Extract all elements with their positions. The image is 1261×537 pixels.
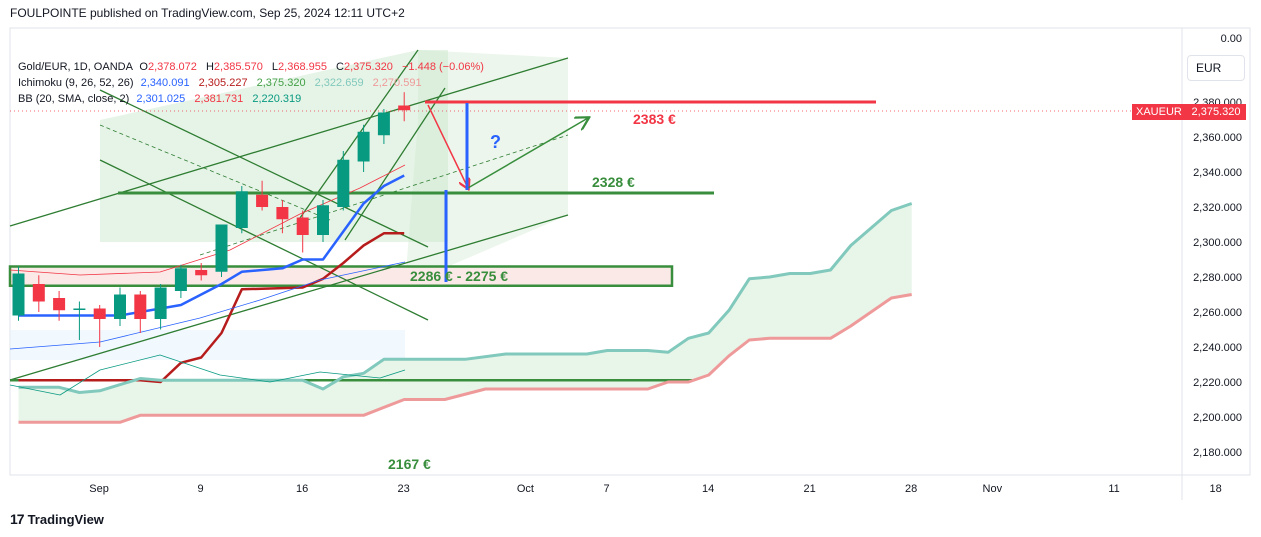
bb-label[interactable]: BB (20, SMA, close, 2) [18,93,130,105]
dashed-trend-2 [199,134,569,256]
candle-body [73,308,86,310]
lagging-value: 2,375.320 [256,77,306,89]
ichimoku-cloud [18,203,912,423]
steep-channel-right [344,87,446,241]
span-a-value: 2,322.659 [314,77,364,89]
y-tick-label: 2,280.000 [1193,272,1242,284]
channel-lower-line [9,214,569,381]
ichimoku-label[interactable]: Ichimoku (9, 26, 52, 26) [18,77,134,89]
annotation-text: 2286 € - 2275 € [410,268,508,284]
x-tick-label: 14 [702,483,714,495]
candle-body [93,308,106,319]
candle-body [317,205,329,235]
high-key: H [205,61,214,73]
bb-upper-value: 2,381.731 [194,93,244,105]
symbol-label[interactable]: Gold/EUR, 1D, OANDA [18,61,133,73]
candle-body [32,284,45,302]
annotation-text: ? [490,132,501,152]
candle-body [398,105,411,111]
legend-ichimoku-row: Ichimoku (9, 26, 52, 26) 2,340.091 2,305… [18,75,490,91]
series-line-span-b [18,293,912,424]
candle-body [154,287,167,319]
series-line-tenkan [18,174,405,317]
x-tick-label: 16 [296,483,308,495]
lower-zone-fill [10,330,405,360]
bb-basis-value: 2,301.025 [136,93,186,105]
candle-body [215,224,228,272]
close-value: 2,375.320 [343,61,393,73]
candle-body [195,270,208,276]
legend-bb-row: BB (20, SMA, close, 2) 2,301.025 2,381.7… [18,91,490,107]
tenkan-value: 2,340.091 [140,77,190,89]
candle-body [114,294,126,319]
x-tick-label: 28 [905,483,917,495]
open-value: 2,378.072 [147,61,197,73]
y-tick-label: 2,340.000 [1193,167,1242,179]
y-tick-label: 2,220.000 [1193,377,1242,389]
channel-upper-line [9,57,569,227]
x-tick-label: Oct [517,483,534,495]
candle-body [235,191,248,228]
y-tick-label: 2,360.000 [1193,132,1242,144]
candle-body [256,194,269,207]
bb-basis-line [9,261,406,350]
candle-body [357,131,370,162]
close-key: C [336,61,344,73]
publish-header: FOULPOINTE published on TradingView.com,… [10,6,405,20]
series-line-kijun [18,232,405,384]
bb-lower-value: 2,220.319 [252,93,302,105]
span-b-value: 2,270.591 [372,77,422,89]
currency-button[interactable]: EUR [1187,55,1245,81]
descending-line-lower [99,159,429,321]
tradingview-logo-icon: 17 [10,511,25,527]
x-tick-label: 11 [1108,483,1119,495]
candle-body [12,273,25,316]
y-tick-label: 2,240.000 [1193,342,1242,354]
change-value: −1.448 (−0.06%) [401,61,484,73]
y-tick-label: 2,260.000 [1193,307,1242,319]
candle-body [377,112,390,136]
open-key: O [139,61,148,73]
y-tick-label: 2,180.000 [1193,447,1242,459]
support-zone-box [8,265,674,287]
x-tick-label: 21 [803,483,815,495]
bb-upper-line [9,164,406,276]
annotation-text: 2328 € [592,174,635,190]
y-tick-label: 2,320.000 [1193,202,1242,214]
annotation-text: 2167 € [388,456,431,472]
candle-body [296,217,309,235]
descending-line-upper [99,89,429,248]
low-value: 2,368.955 [278,61,327,73]
tradingview-footer[interactable]: 17 TradingView [10,511,104,527]
chart-legend: Gold/EUR, 1D, OANDA O2,378.072 H2,385.57… [18,59,490,107]
x-tick-label: Nov [983,483,1003,495]
x-tick-label: 7 [604,483,610,495]
series-line-span-a [18,202,913,394]
x-tick-label: 9 [198,483,204,495]
x-tick-label: 23 [397,483,409,495]
annotation-text: 2383 € [633,111,676,127]
rebound-arrow [467,118,588,189]
symbol-price-tag: XAUEUR [1132,104,1186,120]
candle-body [53,298,66,311]
x-tick-label: 18 [1209,483,1221,495]
low-key: L [271,61,279,73]
kijun-value: 2,305.227 [198,77,248,89]
y-tick-label: 2,300.000 [1193,237,1242,249]
high-value: 2,385.570 [213,61,263,73]
candle-body [134,294,147,319]
drop-arrow [427,104,468,188]
legend-symbol-row: Gold/EUR, 1D, OANDA O2,378.072 H2,385.57… [18,59,490,75]
candle-body [337,159,350,207]
candle-body [276,207,289,220]
last-price-tag: 2,375.320 [1186,104,1246,120]
tradingview-brand: TradingView [27,511,104,527]
y-tick-label: 0.00 [1221,33,1242,45]
x-tick-label: Sep [89,483,109,495]
candle-body [174,268,187,291]
bb-lower-line [9,354,406,396]
y-tick-label: 2,200.000 [1193,412,1242,424]
